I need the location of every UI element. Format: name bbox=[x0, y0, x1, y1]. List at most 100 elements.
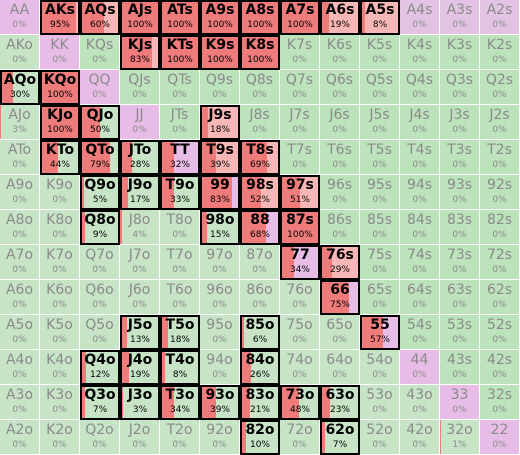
hand-cell-96o[interactable]: 96o 0% bbox=[200, 280, 240, 315]
hand-cell-t2o[interactable]: T2o 0% bbox=[160, 420, 200, 455]
hand-cell-99[interactable]: 99 83% bbox=[200, 175, 240, 210]
hand-cell-k9o[interactable]: K9o 0% bbox=[40, 175, 80, 210]
hand-cell-qjo[interactable]: QJo 50% bbox=[80, 105, 120, 140]
hand-cell-a3o[interactable]: A3o 0% bbox=[0, 385, 40, 420]
hand-cell-73s[interactable]: 73s 0% bbox=[440, 245, 480, 280]
hand-cell-a5o[interactable]: A5o 0% bbox=[0, 315, 40, 350]
hand-cell-66[interactable]: 66 75% bbox=[320, 280, 360, 315]
hand-cell-63o[interactable]: 63o 23% bbox=[320, 385, 360, 420]
hand-cell-t8o[interactable]: T8o 0% bbox=[160, 210, 200, 245]
hand-cell-22[interactable]: 22 0% bbox=[480, 420, 520, 455]
hand-cell-82s[interactable]: 82s 0% bbox=[480, 210, 520, 245]
hand-cell-q8o[interactable]: Q8o 9% bbox=[80, 210, 120, 245]
hand-cell-aa[interactable]: AA 0% bbox=[0, 0, 40, 35]
hand-cell-65o[interactable]: 65o 0% bbox=[320, 315, 360, 350]
hand-cell-j6s[interactable]: J6s 0% bbox=[320, 105, 360, 140]
hand-cell-63s[interactable]: 63s 0% bbox=[440, 280, 480, 315]
hand-cell-74s[interactable]: 74s 0% bbox=[400, 245, 440, 280]
hand-cell-jto[interactable]: JTo 28% bbox=[120, 140, 160, 175]
hand-cell-a3s[interactable]: A3s 0% bbox=[440, 0, 480, 35]
hand-cell-aqo[interactable]: AQo 30% bbox=[0, 70, 40, 105]
hand-cell-55[interactable]: 55 57% bbox=[360, 315, 400, 350]
hand-cell-t7s[interactable]: T7s 0% bbox=[280, 140, 320, 175]
hand-cell-53s[interactable]: 53s 0% bbox=[440, 315, 480, 350]
hand-cell-95s[interactable]: 95s 0% bbox=[360, 175, 400, 210]
hand-cell-43s[interactable]: 43s 0% bbox=[440, 350, 480, 385]
hand-cell-98s[interactable]: 98s 52% bbox=[240, 175, 280, 210]
hand-cell-a7o[interactable]: A7o 0% bbox=[0, 245, 40, 280]
hand-cell-a6o[interactable]: A6o 0% bbox=[0, 280, 40, 315]
hand-cell-a6s[interactable]: A6s 19% bbox=[320, 0, 360, 35]
hand-cell-97s[interactable]: 97s 51% bbox=[280, 175, 320, 210]
hand-cell-92s[interactable]: 92s 0% bbox=[480, 175, 520, 210]
hand-cell-83o[interactable]: 83o 21% bbox=[240, 385, 280, 420]
hand-cell-72s[interactable]: 72s 0% bbox=[480, 245, 520, 280]
hand-cell-q6s[interactable]: Q6s 0% bbox=[320, 70, 360, 105]
hand-cell-k6s[interactable]: K6s 0% bbox=[320, 35, 360, 70]
hand-cell-ajs[interactable]: AJs 100% bbox=[120, 0, 160, 35]
hand-cell-j7s[interactable]: J7s 0% bbox=[280, 105, 320, 140]
hand-cell-ato[interactable]: ATo 0% bbox=[0, 140, 40, 175]
hand-cell-q9s[interactable]: Q9s 0% bbox=[200, 70, 240, 105]
hand-cell-87s[interactable]: 87s 100% bbox=[280, 210, 320, 245]
hand-cell-a5s[interactable]: A5s 8% bbox=[360, 0, 400, 35]
hand-cell-85s[interactable]: 85s 0% bbox=[360, 210, 400, 245]
hand-cell-ako[interactable]: AKo 0% bbox=[0, 35, 40, 70]
hand-cell-t3s[interactable]: T3s 0% bbox=[440, 140, 480, 175]
hand-cell-k8s[interactable]: K8s 100% bbox=[240, 35, 280, 70]
hand-cell-t4s[interactable]: T4s 0% bbox=[400, 140, 440, 175]
hand-cell-kqo[interactable]: KQo 100% bbox=[40, 70, 80, 105]
hand-cell-t8s[interactable]: T8s 69% bbox=[240, 140, 280, 175]
hand-cell-k2s[interactable]: K2s 0% bbox=[480, 35, 520, 70]
hand-cell-tt[interactable]: TT 32% bbox=[160, 140, 200, 175]
hand-cell-a2s[interactable]: A2s 0% bbox=[480, 0, 520, 35]
hand-cell-a9s[interactable]: A9s 100% bbox=[200, 0, 240, 35]
hand-cell-q6o[interactable]: Q6o 0% bbox=[80, 280, 120, 315]
hand-cell-a9o[interactable]: A9o 0% bbox=[0, 175, 40, 210]
hand-cell-a8o[interactable]: A8o 0% bbox=[0, 210, 40, 245]
hand-cell-k3s[interactable]: K3s 0% bbox=[440, 35, 480, 70]
hand-cell-t6s[interactable]: T6s 0% bbox=[320, 140, 360, 175]
hand-cell-85o[interactable]: 85o 6% bbox=[240, 315, 280, 350]
hand-cell-98o[interactable]: 98o 15% bbox=[200, 210, 240, 245]
hand-cell-k9s[interactable]: K9s 100% bbox=[200, 35, 240, 70]
hand-cell-k5s[interactable]: K5s 0% bbox=[360, 35, 400, 70]
hand-cell-t4o[interactable]: T4o 8% bbox=[160, 350, 200, 385]
hand-cell-q8s[interactable]: Q8s 0% bbox=[240, 70, 280, 105]
hand-cell-95o[interactable]: 95o 0% bbox=[200, 315, 240, 350]
hand-cell-94o[interactable]: 94o 0% bbox=[200, 350, 240, 385]
hand-cell-k4o[interactable]: K4o 0% bbox=[40, 350, 80, 385]
hand-cell-aqs[interactable]: AQs 60% bbox=[80, 0, 120, 35]
hand-cell-q7o[interactable]: Q7o 0% bbox=[80, 245, 120, 280]
hand-cell-92o[interactable]: 92o 0% bbox=[200, 420, 240, 455]
hand-cell-62s[interactable]: 62s 0% bbox=[480, 280, 520, 315]
hand-cell-a7s[interactable]: A7s 100% bbox=[280, 0, 320, 35]
hand-cell-q3s[interactable]: Q3s 0% bbox=[440, 70, 480, 105]
hand-cell-q9o[interactable]: Q9o 5% bbox=[80, 175, 120, 210]
hand-cell-j3o[interactable]: J3o 3% bbox=[120, 385, 160, 420]
hand-cell-j9s[interactable]: J9s 18% bbox=[200, 105, 240, 140]
hand-cell-q5o[interactable]: Q5o 0% bbox=[80, 315, 120, 350]
hand-cell-j5s[interactable]: J5s 0% bbox=[360, 105, 400, 140]
hand-cell-j4s[interactable]: J4s 0% bbox=[400, 105, 440, 140]
hand-cell-32s[interactable]: 32s 0% bbox=[480, 385, 520, 420]
hand-cell-t3o[interactable]: T3o 34% bbox=[160, 385, 200, 420]
hand-cell-77[interactable]: 77 34% bbox=[280, 245, 320, 280]
hand-cell-a4o[interactable]: A4o 0% bbox=[0, 350, 40, 385]
hand-cell-j8o[interactable]: J8o 4% bbox=[120, 210, 160, 245]
hand-cell-t6o[interactable]: T6o 0% bbox=[160, 280, 200, 315]
hand-cell-75s[interactable]: 75s 0% bbox=[360, 245, 400, 280]
hand-cell-42s[interactable]: 42s 0% bbox=[480, 350, 520, 385]
hand-cell-72o[interactable]: 72o 0% bbox=[280, 420, 320, 455]
hand-cell-j5o[interactable]: J5o 13% bbox=[120, 315, 160, 350]
hand-cell-65s[interactable]: 65s 0% bbox=[360, 280, 400, 315]
hand-cell-kk[interactable]: KK 0% bbox=[40, 35, 80, 70]
hand-cell-52s[interactable]: 52s 0% bbox=[480, 315, 520, 350]
hand-cell-32o[interactable]: 32o 1% bbox=[440, 420, 480, 455]
hand-cell-76s[interactable]: 76s 29% bbox=[320, 245, 360, 280]
hand-cell-j7o[interactable]: J7o 0% bbox=[120, 245, 160, 280]
hand-cell-84o[interactable]: 84o 26% bbox=[240, 350, 280, 385]
hand-cell-q5s[interactable]: Q5s 0% bbox=[360, 70, 400, 105]
hand-cell-88[interactable]: 88 68% bbox=[240, 210, 280, 245]
hand-cell-aks[interactable]: AKs 95% bbox=[40, 0, 80, 35]
